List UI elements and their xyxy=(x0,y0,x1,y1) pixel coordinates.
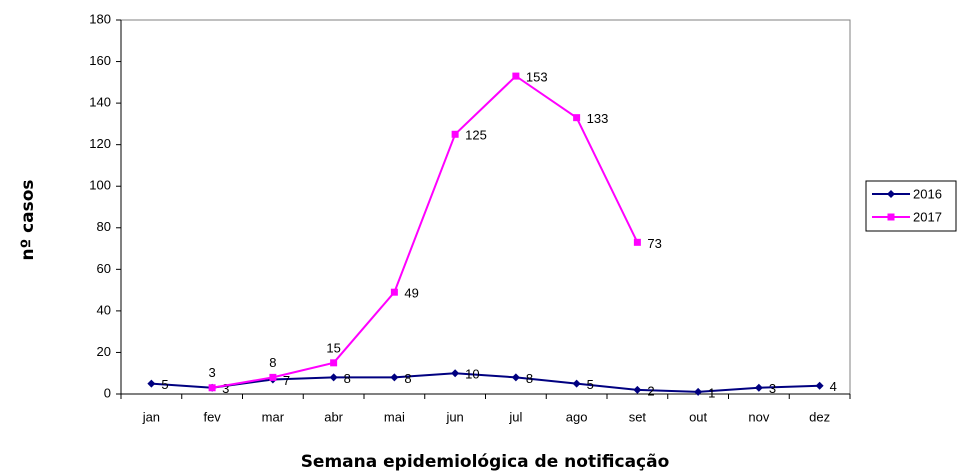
marker xyxy=(329,373,338,382)
y-tick-label: 0 xyxy=(104,385,111,400)
x-tick-label: mai xyxy=(384,409,405,424)
x-axis-title: Semana epidemiológica de notificação xyxy=(301,452,670,472)
data-label: 10 xyxy=(465,367,479,382)
marker xyxy=(512,72,520,80)
data-label: 1 xyxy=(708,385,715,400)
marker xyxy=(330,359,338,367)
legend-marker xyxy=(887,213,895,221)
x-tick-label: ago xyxy=(566,409,588,424)
marker xyxy=(208,384,216,392)
x-tick-label: abr xyxy=(324,409,343,424)
x-tick-label: jan xyxy=(142,409,160,424)
data-label: 8 xyxy=(526,371,533,386)
marker xyxy=(633,238,641,246)
plot-area xyxy=(120,19,851,395)
data-label: 5 xyxy=(161,377,168,392)
marker xyxy=(451,369,460,378)
data-label: 3 xyxy=(209,365,216,380)
x-tick-label: jun xyxy=(445,409,463,424)
y-tick-label: 120 xyxy=(89,136,111,151)
data-label: 125 xyxy=(465,128,487,143)
marker xyxy=(390,373,399,382)
legend-label: 2017 xyxy=(913,209,942,224)
data-label: 8 xyxy=(404,371,411,386)
data-label: 15 xyxy=(326,340,340,355)
y-tick-label: 100 xyxy=(89,178,111,193)
x-tick-label: fev xyxy=(203,409,221,424)
y-tick-label: 80 xyxy=(97,219,111,234)
y-axis-title: nº casos xyxy=(18,179,38,260)
data-label: 73 xyxy=(647,236,661,251)
marker xyxy=(573,114,581,122)
legend-box xyxy=(865,180,957,232)
marker xyxy=(754,383,763,392)
x-tick-label: mar xyxy=(262,409,285,424)
legend-marker xyxy=(887,190,895,198)
data-label: 8 xyxy=(344,371,351,386)
x-tick-label: nov xyxy=(748,409,769,424)
data-label: 4 xyxy=(830,379,837,394)
marker xyxy=(572,379,581,388)
marker xyxy=(633,385,642,394)
legend-label: 2016 xyxy=(913,186,942,201)
x-tick-label: jul xyxy=(508,409,522,424)
marker xyxy=(269,373,277,381)
data-label: 5 xyxy=(587,377,594,392)
y-tick-label: 140 xyxy=(89,95,111,110)
marker xyxy=(511,373,520,382)
data-label: 2 xyxy=(647,383,654,398)
series-line xyxy=(151,372,820,393)
y-tick-label: 60 xyxy=(97,261,111,276)
y-tick-label: 20 xyxy=(97,344,111,359)
data-label: 153 xyxy=(526,70,548,85)
y-tick-label: 40 xyxy=(97,302,111,317)
data-label: 3 xyxy=(769,381,776,396)
marker xyxy=(390,288,398,296)
data-label: 8 xyxy=(269,355,276,370)
marker xyxy=(694,387,703,396)
series-line xyxy=(211,74,639,389)
x-tick-label: dez xyxy=(809,409,830,424)
y-tick-label: 180 xyxy=(89,11,111,26)
y-tick-label: 160 xyxy=(89,53,111,68)
data-label: 7 xyxy=(283,373,290,388)
data-label: 3 xyxy=(222,381,229,396)
marker xyxy=(815,381,824,390)
marker xyxy=(451,130,459,138)
data-label: 133 xyxy=(587,111,609,126)
data-label: 49 xyxy=(404,286,418,301)
marker xyxy=(147,379,156,388)
x-tick-label: out xyxy=(689,409,707,424)
x-tick-label: set xyxy=(629,409,647,424)
